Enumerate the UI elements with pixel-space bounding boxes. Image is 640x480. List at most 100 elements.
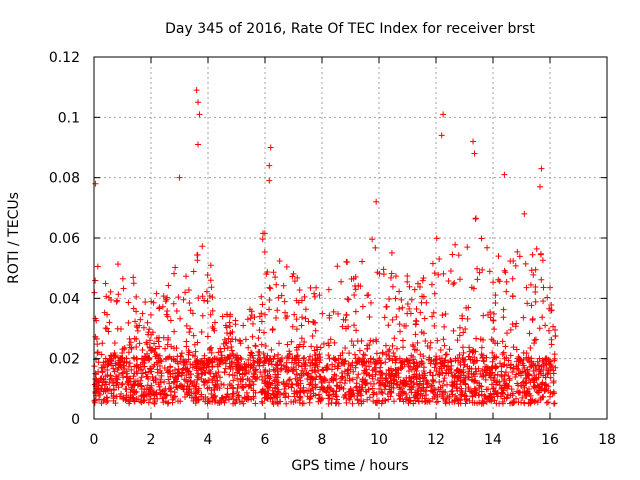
data-point [317, 344, 324, 351]
data-point [385, 396, 392, 403]
data-point [414, 339, 421, 346]
data-point [516, 389, 523, 396]
data-point [483, 367, 490, 374]
data-point [442, 389, 449, 396]
data-point [502, 343, 509, 350]
data-point [310, 375, 317, 382]
data-point [168, 384, 175, 391]
data-point [246, 306, 253, 313]
data-point [327, 336, 334, 343]
data-point [272, 385, 279, 392]
data-point [183, 273, 190, 280]
data-point [430, 389, 437, 396]
data-point [459, 312, 466, 319]
data-point [431, 290, 438, 297]
data-point [206, 293, 213, 300]
data-point [352, 355, 359, 362]
data-point [470, 378, 477, 385]
data-point [430, 378, 437, 385]
data-point [222, 322, 229, 329]
data-point [302, 306, 309, 313]
data-point [359, 258, 366, 265]
data-point [396, 396, 403, 403]
data-point [101, 385, 108, 392]
data-point [161, 378, 168, 385]
data-point [185, 286, 192, 293]
data-point [524, 366, 531, 373]
data-point [147, 347, 154, 354]
data-point [416, 372, 423, 379]
data-point [490, 310, 497, 317]
data-point [500, 349, 507, 356]
data-point [300, 343, 307, 350]
data-point [537, 251, 544, 258]
data-point [477, 370, 484, 377]
data-point [219, 394, 226, 401]
data-point [170, 300, 177, 307]
peak-point [193, 87, 200, 94]
data-point [130, 373, 137, 380]
data-point [346, 350, 353, 357]
data-point [540, 393, 547, 400]
data-point [415, 398, 422, 405]
data-point [349, 400, 356, 407]
data-point [296, 387, 303, 394]
data-point [530, 376, 537, 383]
data-point [419, 277, 426, 284]
data-point [175, 294, 182, 301]
data-point [95, 359, 102, 366]
data-point [400, 379, 407, 386]
data-point [131, 398, 138, 405]
data-point [228, 343, 235, 350]
data-point [224, 385, 231, 392]
data-point [536, 325, 543, 332]
data-point [167, 317, 174, 324]
data-point [138, 383, 145, 390]
data-point [426, 356, 433, 363]
data-point [148, 347, 155, 354]
data-point [212, 392, 219, 399]
data-point [217, 374, 224, 381]
data-point [399, 337, 406, 344]
data-point [396, 321, 403, 328]
peak-point [470, 138, 477, 145]
data-point [469, 346, 476, 353]
data-point [418, 329, 425, 336]
data-point [386, 346, 393, 353]
data-point [126, 375, 133, 382]
data-point [312, 364, 319, 371]
data-point [226, 323, 233, 330]
data-point [442, 351, 449, 358]
data-point [333, 382, 340, 389]
data-point [238, 356, 245, 363]
data-point [411, 286, 418, 293]
data-point [254, 374, 261, 381]
data-point [301, 338, 308, 345]
data-point [326, 355, 333, 362]
data-point [209, 363, 216, 370]
data-point [503, 278, 510, 285]
data-point [494, 340, 501, 347]
data-point [186, 329, 193, 336]
data-point [156, 383, 163, 390]
data-point [181, 383, 188, 390]
data-point [240, 384, 247, 391]
peak-point [501, 171, 508, 178]
data-point [135, 396, 142, 403]
data-point [546, 305, 553, 312]
data-point [106, 319, 113, 326]
data-point [292, 375, 299, 382]
data-point [161, 390, 168, 397]
data-point [454, 355, 461, 362]
data-point [319, 310, 326, 317]
data-point [436, 372, 443, 379]
data-point [185, 356, 192, 363]
data-point [523, 389, 530, 396]
data-point [243, 389, 250, 396]
data-point [294, 352, 301, 359]
data-point [441, 375, 448, 382]
data-point [382, 383, 389, 390]
data-point [410, 380, 417, 387]
data-point [175, 369, 182, 376]
data-point [248, 385, 255, 392]
